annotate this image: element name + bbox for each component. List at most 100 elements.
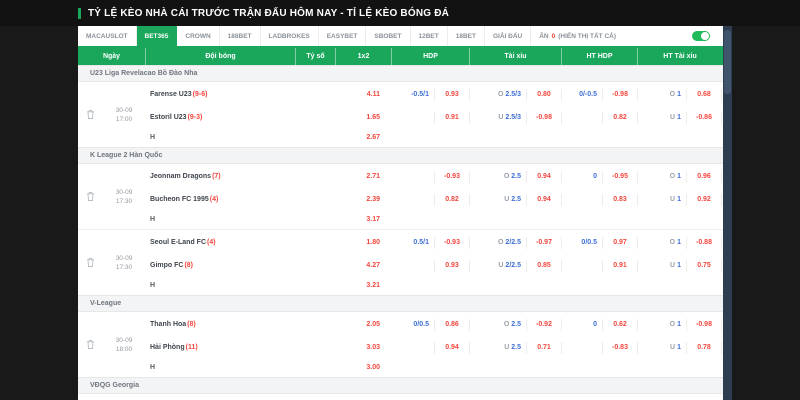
ou-side-label: O <box>669 239 676 246</box>
team-name[interactable]: Farense U23 (9-6) <box>146 83 296 106</box>
cell-over-under[interactable]: O 2.5 -0.92 <box>470 313 562 336</box>
team-name[interactable]: Estoril U23 (9-3) <box>146 106 296 129</box>
tab-12bet[interactable]: 12BET <box>411 26 448 46</box>
team-name[interactable]: Jeonnam Dragons (7) <box>146 165 296 188</box>
cell-hdp[interactable]: -0.5/1 0.93 <box>392 83 470 106</box>
tab-giải-đấu[interactable]: GIẢI ĐẤU <box>485 26 532 46</box>
cell-ht-over-under[interactable]: O 1 0.96 <box>638 165 722 188</box>
team-name[interactable]: Gimpo FC (8) <box>146 254 296 277</box>
cell-over-under[interactable] <box>470 211 562 228</box>
odds-1x2[interactable]: 1.65 <box>366 114 380 121</box>
cell-ht-hdp[interactable]: 0.91 <box>562 254 638 277</box>
team-name[interactable]: Bucheon FC 1995 (4) <box>146 188 296 211</box>
odds-1x2[interactable]: 3.03 <box>366 344 380 351</box>
trash-icon[interactable] <box>78 165 102 228</box>
cell-hdp[interactable]: 0/-0.5-0.99 <box>392 395 470 400</box>
cell-ht-over-under[interactable] <box>638 129 722 146</box>
cell-over-under[interactable]: U 2.5 0.94 <box>470 188 562 211</box>
tab-sbobet[interactable]: SBOBET <box>366 26 411 46</box>
cell-ht-over-under[interactable]: O 1 -0.88 <box>638 231 722 254</box>
cell-ht-over-under[interactable]: U 1 0.78 <box>638 336 722 359</box>
cell-ht-hdp[interactable]: 0/-0.5 -0.98 <box>562 83 638 106</box>
match-group: 30-09 17:30 Jeonnam Dragons (7) 2.71 -0.93 O 2.… <box>78 164 723 229</box>
odds-1x2[interactable]: 3.00 <box>366 364 380 371</box>
cell-ht-hdp[interactable]: 0/-0.50.72 <box>562 395 638 400</box>
cell-ht-over-under[interactable] <box>638 277 722 294</box>
cell-over-under[interactable] <box>470 129 562 146</box>
team-name[interactable]: Hải Phòng (11) <box>146 336 296 359</box>
cell-ht-hdp[interactable]: 0.83 <box>562 188 638 211</box>
cell-over-under[interactable]: U 2/2.5 0.85 <box>470 254 562 277</box>
odds-value: 0.92 <box>686 193 722 206</box>
cell-ht-over-under[interactable] <box>638 359 722 376</box>
cell-ht-hdp[interactable]: 0/0.5 0.97 <box>562 231 638 254</box>
tab-macauslot[interactable]: MACAUSLOT <box>78 26 137 46</box>
team-name[interactable]: Seoul E-Land FC (4) <box>146 231 296 254</box>
trash-icon[interactable] <box>78 395 102 400</box>
cell-over-under[interactable]: O 2.5/3 0.80 <box>470 83 562 106</box>
team-name[interactable]: H <box>146 211 296 228</box>
cell-ht-hdp[interactable] <box>562 211 638 228</box>
cell-hdp[interactable] <box>392 129 470 146</box>
cell-over-under[interactable]: U 2.5/3 -0.98 <box>470 106 562 129</box>
trash-icon[interactable] <box>78 83 102 146</box>
cell-over-under[interactable]: O2.5/30.92 <box>470 395 562 400</box>
cell-hdp[interactable]: 0.82 <box>392 188 470 211</box>
cell-over-under[interactable] <box>470 277 562 294</box>
odds-1x2[interactable]: 2.05 <box>366 321 380 328</box>
tab-188bet[interactable]: 188BET <box>220 26 261 46</box>
cell-over-under[interactable] <box>470 359 562 376</box>
odds-1x2[interactable]: 2.39 <box>366 196 380 203</box>
odds-1x2[interactable]: 4.27 <box>366 262 380 269</box>
odds-1x2[interactable]: 3.17 <box>366 216 380 223</box>
cell-ht-over-under[interactable]: O 1 0.68 <box>638 83 722 106</box>
cell-ht-hdp[interactable]: -0.83 <box>562 336 638 359</box>
tab-easybet[interactable]: EASYBET <box>319 26 367 46</box>
cell-ht-over-under[interactable]: U 1 0.92 <box>638 188 722 211</box>
team-name[interactable]: H <box>146 129 296 146</box>
tab-ladbrokes[interactable]: LADBROKES <box>261 26 319 46</box>
cell-hdp[interactable] <box>392 277 470 294</box>
tab-crown[interactable]: CROWN <box>177 26 220 46</box>
cell-ht-over-under[interactable]: O10.67 <box>638 395 722 400</box>
tab-18bet[interactable]: 18BET <box>448 26 485 46</box>
cell-ht-hdp[interactable]: 0.82 <box>562 106 638 129</box>
cell-ht-over-under[interactable]: O 1 -0.98 <box>638 313 722 336</box>
odds-1x2[interactable]: 1.80 <box>366 239 380 246</box>
cell-hdp[interactable]: -0.93 <box>392 165 470 188</box>
team-name[interactable]: H <box>146 359 296 376</box>
cell-ht-over-under[interactable] <box>638 211 722 228</box>
cell-hdp[interactable]: 0.94 <box>392 336 470 359</box>
cell-hdp[interactable]: 0.5/1 -0.93 <box>392 231 470 254</box>
team-name[interactable]: Samgurali Tskh(5) <box>146 395 296 400</box>
cell-ht-over-under[interactable]: U 1 -0.86 <box>638 106 722 129</box>
scrollbar-track[interactable] <box>723 26 732 400</box>
cell-hdp[interactable]: 0.91 <box>392 106 470 129</box>
cell-ht-hdp[interactable] <box>562 359 638 376</box>
cell-hdp[interactable] <box>392 359 470 376</box>
cell-over-under[interactable]: U 2.5 0.71 <box>470 336 562 359</box>
scrollbar-thumb[interactable] <box>724 30 731 94</box>
cell-ht-over-under[interactable]: U 1 0.75 <box>638 254 722 277</box>
trash-icon[interactable] <box>78 231 102 294</box>
team-name[interactable]: H <box>146 277 296 294</box>
odds-1x2[interactable]: 2.71 <box>366 173 380 180</box>
cell-hdp[interactable]: 0.93 <box>392 254 470 277</box>
trash-icon[interactable] <box>78 313 102 376</box>
odds-1x2[interactable]: 3.02 <box>336 395 392 400</box>
odds-1x2[interactable]: 4.11 <box>366 91 380 98</box>
cell-ht-hdp[interactable]: 0 0.62 <box>562 313 638 336</box>
cell-hdp[interactable] <box>392 211 470 228</box>
hidden-matches-info[interactable]: ẨN 0 (HIỂN THỊ TẤT CẢ) <box>531 26 624 46</box>
cell-ht-hdp[interactable] <box>562 277 638 294</box>
cell-over-under[interactable]: O 2.5 0.94 <box>470 165 562 188</box>
odds-1x2[interactable]: 3.21 <box>366 282 380 289</box>
cell-hdp[interactable]: 0/0.5 0.86 <box>392 313 470 336</box>
odds-1x2[interactable]: 2.67 <box>366 134 380 141</box>
team-name[interactable]: Thanh Hoa (8) <box>146 313 296 336</box>
cell-ht-hdp[interactable]: 0 -0.95 <box>562 165 638 188</box>
cell-ht-hdp[interactable] <box>562 129 638 146</box>
tab-bet365[interactable]: BET365 <box>136 26 178 46</box>
cell-over-under[interactable]: O 2/2.5 -0.97 <box>470 231 562 254</box>
show-odds-toggle[interactable] <box>692 31 710 41</box>
